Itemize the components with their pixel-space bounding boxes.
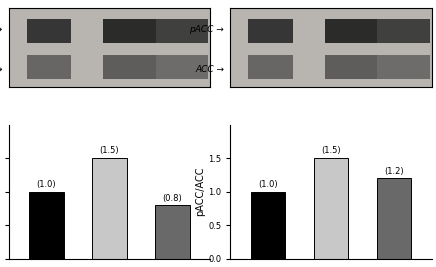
Bar [325, 19, 377, 43]
Bar [156, 56, 208, 79]
Text: ACC →: ACC → [195, 65, 224, 74]
Bar [92, 158, 127, 259]
Y-axis label: pACC/ACC: pACC/ACC [195, 167, 205, 217]
Text: pACC →: pACC → [190, 25, 224, 34]
Text: pAMPK →: pAMPK → [0, 25, 3, 34]
Text: (0.8): (0.8) [163, 194, 182, 202]
Text: AMPK →: AMPK → [0, 65, 3, 74]
Bar [377, 56, 429, 79]
Bar [377, 19, 429, 43]
Bar [27, 56, 71, 79]
Text: (1.0): (1.0) [258, 180, 278, 189]
Bar [103, 56, 156, 79]
Bar [103, 19, 156, 43]
Bar [313, 158, 348, 259]
Text: (1.5): (1.5) [99, 146, 119, 155]
Bar [155, 205, 190, 259]
Bar [377, 178, 411, 259]
Text: (1.0): (1.0) [37, 180, 56, 189]
Bar [251, 192, 285, 259]
Text: (1.5): (1.5) [321, 146, 341, 155]
Bar [29, 192, 64, 259]
Bar [249, 19, 293, 43]
Text: (1.2): (1.2) [384, 167, 404, 176]
Bar [27, 19, 71, 43]
Bar [156, 19, 208, 43]
Bar [249, 56, 293, 79]
Bar [325, 56, 377, 79]
